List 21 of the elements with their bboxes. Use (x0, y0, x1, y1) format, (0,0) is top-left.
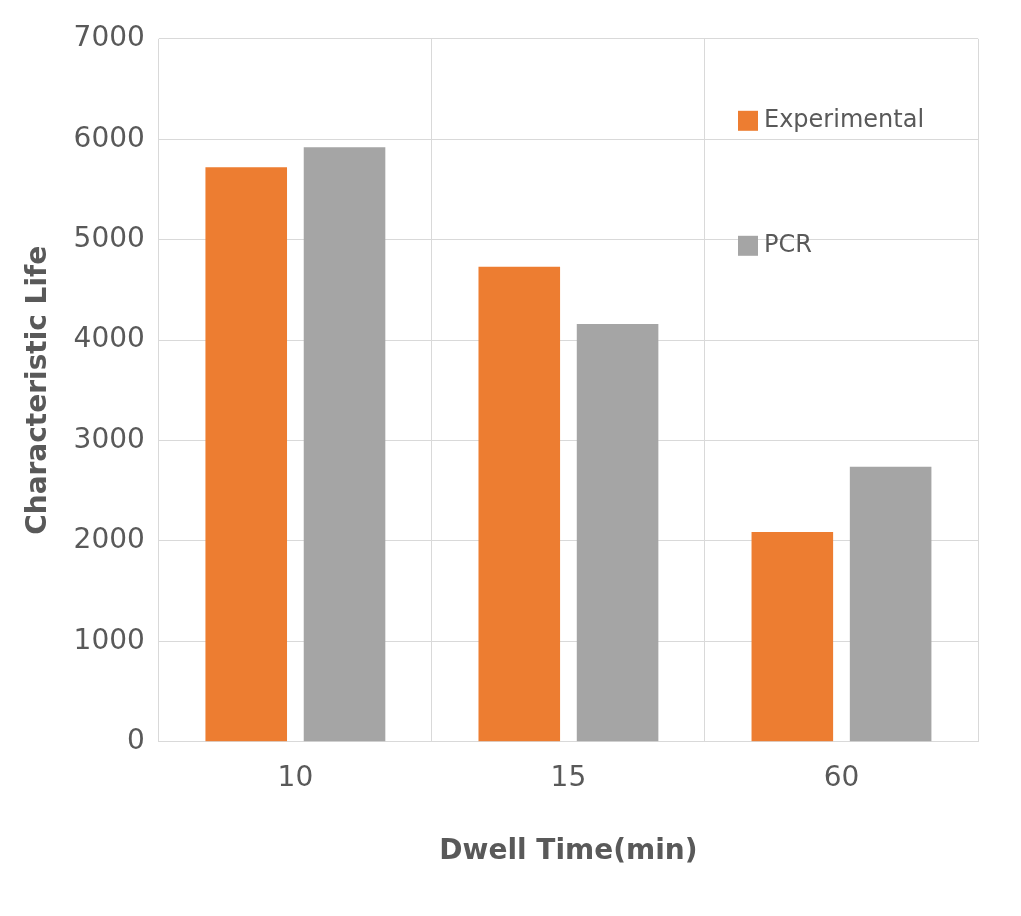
y-tick-label: 2000 (73, 522, 145, 556)
x-tick-label: 15 (550, 759, 587, 793)
bar (303, 147, 386, 742)
bar (576, 324, 659, 742)
bar (478, 266, 561, 742)
y-tick-label: 6000 (73, 120, 145, 154)
y-tick-label: 5000 (73, 220, 145, 254)
x-tick-label: 10 (277, 759, 314, 793)
x-tick-label: 60 (823, 759, 860, 793)
bar (205, 167, 288, 742)
legend-label: PCR (764, 230, 812, 259)
bar (849, 466, 932, 742)
y-tick-label: 0 (127, 723, 145, 757)
y-axis-title: Characteristic Life (20, 245, 54, 535)
y-tick-label: 3000 (73, 421, 145, 455)
legend-label: Experimental (764, 105, 925, 134)
y-tick-label: 7000 (73, 20, 145, 54)
y-tick-label: 4000 (73, 321, 145, 355)
y-tick-label: 1000 (73, 622, 145, 656)
x-axis-title: Dwell Time(min) (439, 833, 698, 867)
bar (751, 531, 834, 742)
